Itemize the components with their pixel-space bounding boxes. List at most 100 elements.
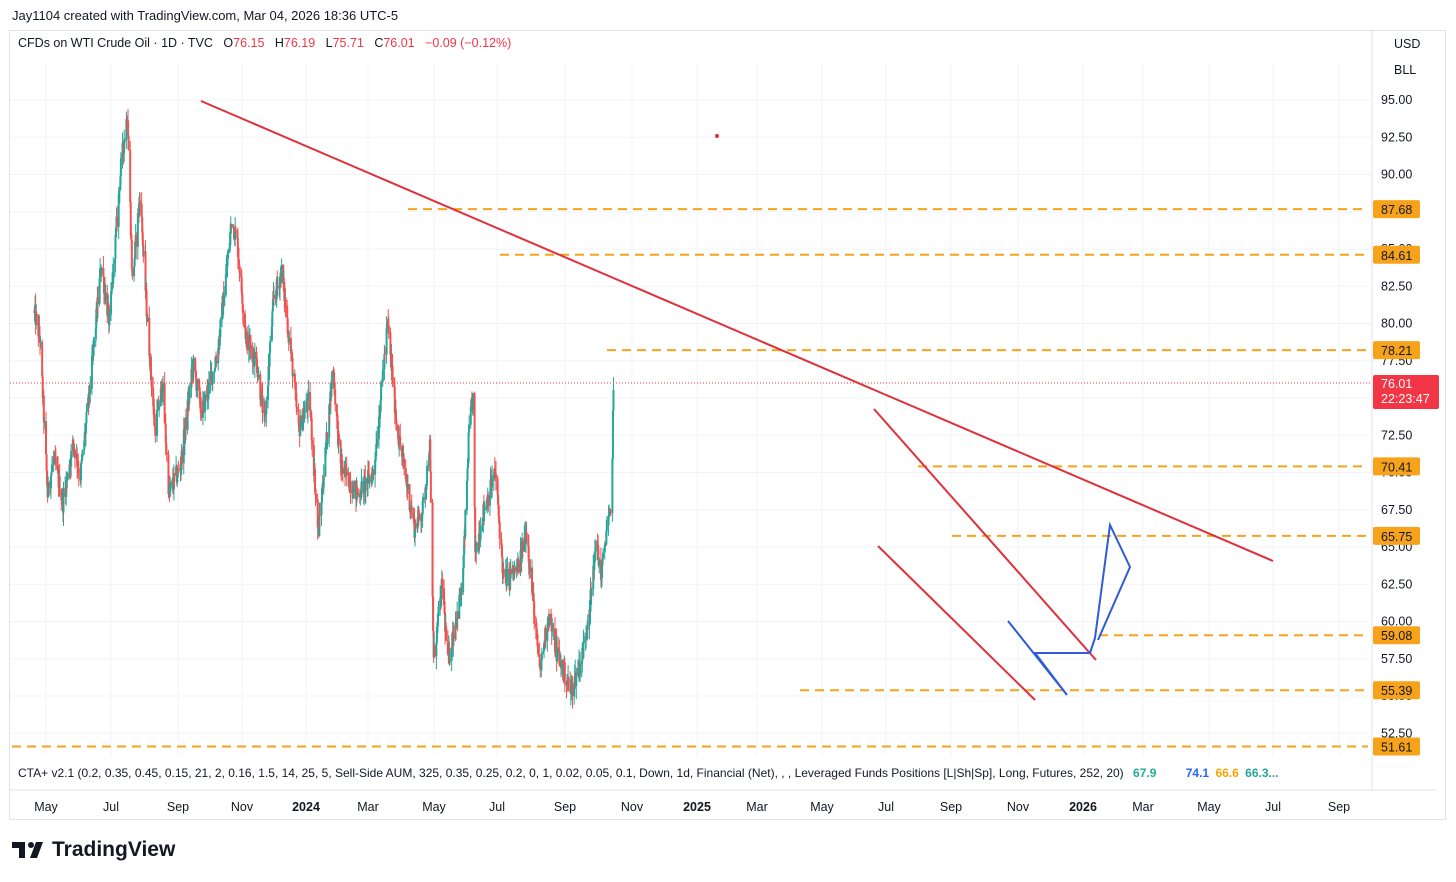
candle-body (600, 578, 603, 580)
candle-body (269, 341, 272, 353)
candle-body (92, 348, 95, 357)
candle-body (584, 636, 587, 640)
candle-body (401, 455, 404, 457)
candle-body (218, 335, 221, 350)
candle-body (299, 415, 302, 429)
candle-body (152, 405, 155, 410)
candle-body (164, 424, 167, 444)
candle-body (45, 454, 48, 471)
candle-body (255, 351, 258, 359)
candle-body (519, 550, 522, 573)
level-tag-label: 65.75 (1381, 530, 1412, 544)
candle-body (96, 297, 99, 319)
candle-body (194, 370, 197, 378)
last-price-countdown: 22:23:47 (1381, 392, 1430, 406)
candle-body (546, 629, 549, 641)
candle-body (196, 379, 199, 389)
time-axis: May Jul Sep Nov 2024 Mar May Jul Sep Nov 2025 Mar Ma… (34, 800, 1350, 814)
candle-body (165, 451, 168, 455)
candle-body (571, 683, 574, 696)
candle-body (98, 277, 101, 304)
candle-body (182, 429, 185, 464)
candle-body (420, 518, 423, 522)
candle-body (110, 291, 113, 315)
candle-body (554, 650, 557, 653)
candle-body (383, 353, 386, 355)
indicator-name[interactable]: CTA+ v2.1 (0.2, 0.35, 0.45, 0.15, 21, 2,… (18, 766, 1124, 780)
candle-body (491, 478, 494, 488)
candle-body (67, 473, 70, 475)
candle-body (165, 443, 168, 452)
candle-body (33, 309, 36, 314)
candle-body (332, 370, 335, 382)
level-tag (1373, 245, 1420, 264)
symbol-legend[interactable]: CFDs on WTI Crude Oil · 1D · TVC O76.15 … (18, 36, 511, 50)
candle-body (280, 264, 283, 283)
candle-body (305, 401, 308, 412)
candle-body (106, 305, 109, 316)
currency-unit-button[interactable]: USD (1394, 37, 1421, 51)
candle-body (39, 341, 42, 344)
chart-attribution: Jay1104 created with TradingView.com, Ma… (12, 8, 399, 23)
candle-body (356, 486, 359, 497)
candle-body (612, 390, 615, 411)
candle-body (372, 470, 375, 475)
candle-body (184, 417, 187, 430)
x-tick-label: 2026 (1069, 800, 1097, 814)
last-price-value: 76.01 (1381, 377, 1412, 391)
candle-body (383, 353, 386, 370)
channel-upper-line (873, 408, 1097, 661)
candle-body (429, 439, 432, 472)
candle-body (48, 482, 51, 487)
candle-body (79, 463, 82, 481)
level-tag (1373, 681, 1420, 700)
tradingview-logo[interactable]: TradingView (12, 838, 175, 862)
candle-body (497, 494, 500, 506)
candle-body (156, 408, 159, 411)
candle-body (538, 653, 541, 667)
x-tick-label: Jul (1265, 800, 1281, 814)
open-label: O (223, 36, 234, 50)
candle-body (207, 381, 210, 394)
candle-body (87, 397, 90, 412)
candle-body (478, 533, 481, 542)
candle-body (190, 368, 193, 388)
candle-body (546, 617, 549, 630)
candle-body (268, 366, 271, 368)
candle-body (469, 406, 472, 425)
candle-body (403, 458, 406, 468)
high-label: H (274, 36, 284, 50)
candle-body (131, 268, 134, 277)
candle-body (416, 519, 419, 529)
candle-body (312, 445, 315, 476)
candle-body (117, 193, 120, 227)
candle-body (206, 387, 209, 397)
candle-body (462, 568, 465, 593)
candle-body (244, 328, 247, 339)
candle-body (92, 347, 95, 349)
y-tick-label: 92.50 (1381, 130, 1412, 144)
x-tick-label: Nov (1007, 800, 1030, 814)
candle-body (465, 481, 468, 511)
candle-body (195, 388, 198, 391)
indicator-legend[interactable]: CTA+ v2.1 (0.2, 0.35, 0.45, 0.15, 21, 2,… (18, 766, 1279, 780)
candle-body (35, 313, 38, 318)
candle-body (341, 470, 344, 474)
candle-body (570, 684, 573, 691)
measure-unit-button[interactable]: BLL (1394, 63, 1417, 77)
symbol-name[interactable]: CFDs on WTI Crude Oil · 1D · TVC (18, 36, 213, 50)
candle-body (127, 135, 130, 151)
candle-body (467, 432, 470, 463)
candle-body (213, 371, 216, 373)
candle-body (240, 277, 243, 293)
candle-body (266, 385, 269, 401)
candle-body (275, 279, 278, 300)
candle-body (164, 422, 167, 425)
x-tick-label: 2024 (292, 800, 320, 814)
candle-body (394, 412, 397, 420)
candle-body (176, 468, 179, 478)
candle-body (387, 325, 390, 333)
candle-body (307, 392, 310, 394)
candle-body (334, 390, 337, 405)
